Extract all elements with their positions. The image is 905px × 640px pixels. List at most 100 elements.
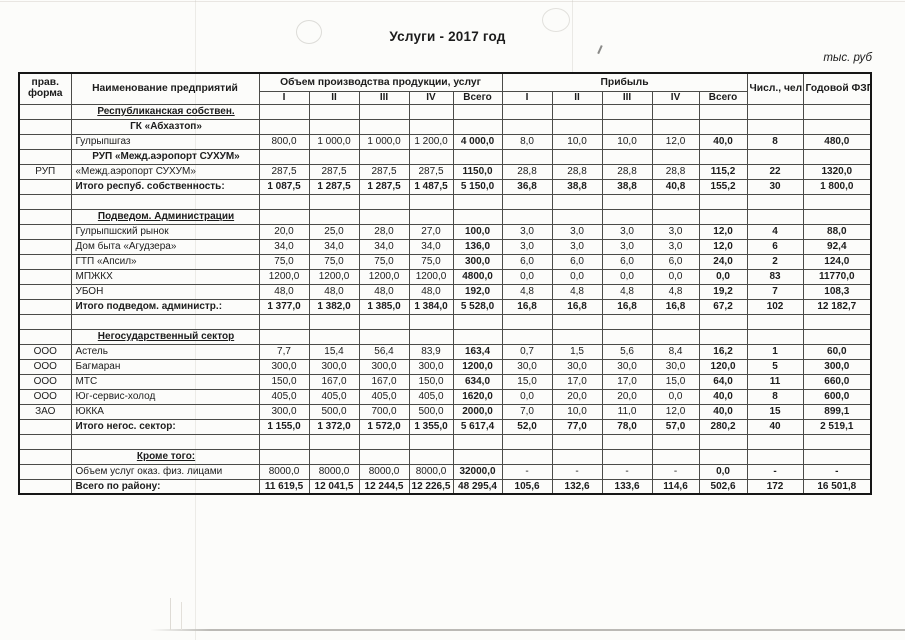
header-quarter-2: II: [551, 90, 603, 105]
cell-enterprise-name: Кроме того:: [70, 448, 260, 465]
cell-profit-q3: 38,8: [601, 178, 653, 195]
cell-annual-fzp: [802, 118, 872, 135]
header-enterprise-name: Наименование предприятий: [70, 72, 260, 105]
cell-enterprise-name: РУП «Межд.аэропорт СУХУМ»: [70, 148, 260, 165]
cell-volume-q2: [308, 193, 360, 210]
table-body: Республиканская собствен. ГК «Абхазтоп» Гу…: [18, 103, 872, 495]
cell-profit-q3: 28,8: [601, 163, 653, 180]
cell-volume-q4: 8000,0: [408, 463, 454, 480]
cell-profit-total: 115,2: [698, 163, 748, 180]
cell-enterprise-name: Гулрыпшский рынок: [70, 223, 260, 240]
cell-profit-q1: [501, 328, 553, 345]
header-quarter-3: III: [601, 90, 653, 105]
table-row: [18, 313, 872, 330]
cell-annual-fzp: 2 519,1: [802, 418, 872, 435]
cell-legal-form: [18, 313, 72, 330]
cell-profit-total: 280,2: [698, 418, 748, 435]
cell-legal-form: РУП: [18, 163, 72, 180]
cell-volume-q1: 150,0: [258, 373, 310, 390]
header-quarter-2: II: [308, 90, 360, 105]
cell-staff-count: 102: [746, 298, 804, 315]
cell-profit-q3: 5,6: [601, 343, 653, 360]
table-row: Кроме того:: [18, 448, 872, 465]
cell-enterprise-name: Итого подведом. администр.:: [70, 298, 260, 315]
cell-legal-form: [18, 463, 72, 480]
cell-profit-q1: 105,6: [501, 478, 553, 495]
cell-enterprise-name: [70, 433, 260, 450]
cell-profit-q1: 52,0: [501, 418, 553, 435]
cell-volume-q2: [308, 208, 360, 225]
cell-profit-q3: 6,0: [601, 253, 653, 270]
cell-volume-q3: 167,0: [358, 373, 410, 390]
cell-profit-q4: 6,0: [651, 253, 700, 270]
cell-profit-total: [698, 148, 748, 165]
cell-profit-q3: [601, 103, 653, 120]
table-row: РУП «Межд.аэропорт СУХУМ» 287,5 287,5 287,5 2…: [18, 163, 872, 180]
cell-legal-form: [18, 193, 72, 210]
cell-staff-count: 172: [746, 478, 804, 495]
cell-profit-total: 40,0: [698, 388, 748, 405]
cell-volume-total: [452, 193, 503, 210]
cell-volume-q4: 1200,0: [408, 268, 454, 285]
cell-volume-q1: 7,7: [258, 343, 310, 360]
cell-volume-q3: 287,5: [358, 163, 410, 180]
cell-annual-fzp: [802, 433, 872, 450]
cell-volume-q2: 1 287,5: [308, 178, 360, 195]
cell-profit-total: 24,0: [698, 253, 748, 270]
unit-label: тыс. руб: [823, 52, 872, 64]
cell-volume-q3: 1200,0: [358, 268, 410, 285]
cell-profit-total: [698, 118, 748, 135]
cell-volume-q1: 1 377,0: [258, 298, 310, 315]
table-row: Подведом. Администрации: [18, 208, 872, 225]
cell-profit-q2: [551, 118, 603, 135]
cell-annual-fzp: 1320,0: [802, 163, 872, 180]
cell-profit-total: 40,0: [698, 133, 748, 150]
cell-profit-total: 12,0: [698, 223, 748, 240]
cell-volume-total: 4 000,0: [452, 133, 503, 150]
cell-profit-q4: 3,0: [651, 223, 700, 240]
cell-profit-q3: 17,0: [601, 373, 653, 390]
cell-staff-count: 8: [746, 133, 804, 150]
cell-volume-q4: [408, 193, 454, 210]
cell-annual-fzp: 12 182,7: [802, 298, 872, 315]
cell-profit-q4: 30,0: [651, 358, 700, 375]
header-quarter-3: III: [358, 90, 410, 105]
cell-volume-q2: 300,0: [308, 358, 360, 375]
cell-legal-form: [18, 223, 72, 240]
cell-profit-q4: [651, 208, 700, 225]
cell-profit-q4: 8,4: [651, 343, 700, 360]
cell-staff-count: [746, 208, 804, 225]
cell-profit-q1: 30,0: [501, 358, 553, 375]
cell-profit-q1: 3,0: [501, 238, 553, 255]
cell-profit-q2: 4,8: [551, 283, 603, 300]
cell-profit-q2: 10,0: [551, 133, 603, 150]
cell-profit-q3: [601, 313, 653, 330]
cell-profit-q2: [551, 313, 603, 330]
header-quarter-1: I: [501, 90, 553, 105]
cell-annual-fzp: 300,0: [802, 358, 872, 375]
cell-volume-total: 100,0: [452, 223, 503, 240]
cell-profit-q2: 3,0: [551, 223, 603, 240]
cell-staff-count: 6: [746, 238, 804, 255]
cell-volume-q1: 300,0: [258, 403, 310, 420]
cell-profit-total: 155,2: [698, 178, 748, 195]
cell-volume-q1: 20,0: [258, 223, 310, 240]
cell-volume-total: [452, 148, 503, 165]
table-row: Объем услуг оказ. физ. лицами 8000,0 8000,…: [18, 463, 872, 480]
cell-enterprise-name: Дом быта «Агудзера»: [70, 238, 260, 255]
cell-profit-total: 16,2: [698, 343, 748, 360]
cell-profit-total: [698, 193, 748, 210]
cell-volume-total: 136,0: [452, 238, 503, 255]
cell-staff-count: [746, 148, 804, 165]
cell-staff-count: [746, 313, 804, 330]
cell-volume-total: [452, 208, 503, 225]
cell-volume-q1: 75,0: [258, 253, 310, 270]
cell-legal-form: [18, 418, 72, 435]
cell-profit-q2: 3,0: [551, 238, 603, 255]
cell-profit-q4: [651, 313, 700, 330]
table-row: ООО Багмаран 300,0 300,0 300,0 300,0 1200,0 30,…: [18, 358, 872, 375]
table-row: УБОН 48,0 48,0 48,0 48,0 192,0 4,8 4,8 4,8 4,8 19,…: [18, 283, 872, 300]
cell-volume-total: 4800,0: [452, 268, 503, 285]
cell-enterprise-name: Итого негос. сектор:: [70, 418, 260, 435]
cell-annual-fzp: 660,0: [802, 373, 872, 390]
